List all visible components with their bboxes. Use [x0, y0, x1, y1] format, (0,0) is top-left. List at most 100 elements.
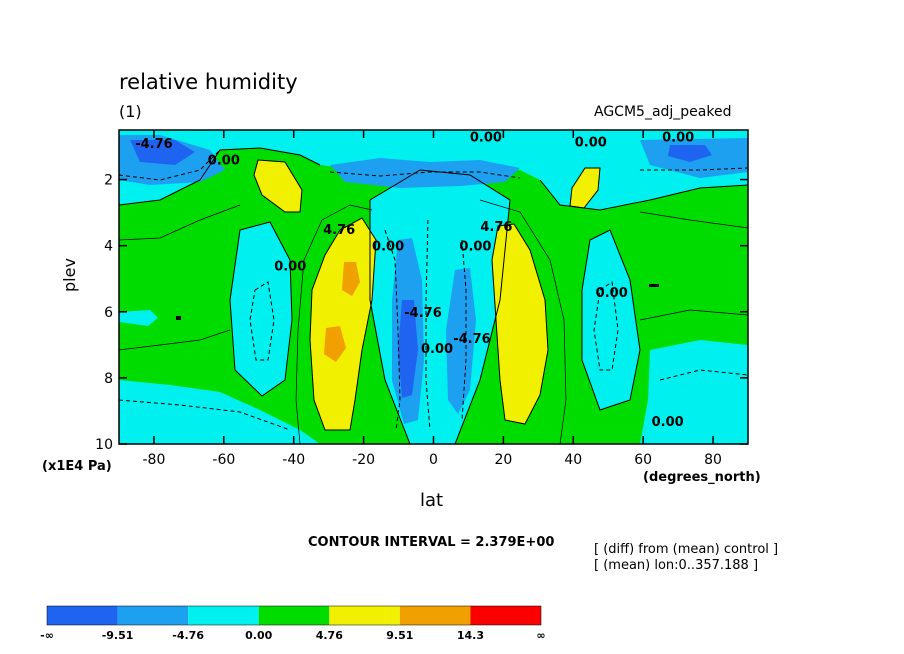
contour-dashed-center-inner [425, 219, 431, 431]
contour-yellow-right [491, 223, 549, 425]
contour-dashed-right-blob [593, 281, 619, 371]
marker-right [649, 284, 659, 287]
contour-label-text: 0.00 [372, 240, 404, 255]
contour-thin-outer-right [479, 199, 567, 444]
contour-label: 4.76 [323, 223, 355, 238]
contour-thin-bottom-left [119, 329, 231, 351]
contour-thin-left-level [119, 204, 241, 241]
field-darkblue-top-left [130, 140, 195, 165]
contour-label-text: -4.76 [453, 332, 490, 347]
contour-label: 0.00 [459, 240, 491, 255]
note-diff: [ (diff) from (mean) control ] [594, 542, 779, 557]
colorbar-swatch [258, 606, 330, 625]
colorbar-swatch [47, 606, 118, 625]
colorbar-label: -∞ [40, 629, 54, 642]
contour-thin-outer-left [295, 204, 373, 444]
contour-label: -4.76 [453, 332, 490, 347]
field-darkblue-center [398, 300, 418, 398]
contour-label-text: 0.00 [575, 136, 607, 151]
colorbar-label: -4.76 [172, 629, 204, 642]
field-orange-upper [342, 262, 360, 296]
field-yellow-right-column [492, 224, 548, 424]
contour-label-text: -4.76 [135, 137, 172, 152]
colorbar-label: -9.51 [102, 629, 134, 642]
field-darkblue-top-right [668, 145, 712, 162]
contour-label-text: 0.00 [470, 131, 502, 146]
x-tick-label: 0 [429, 452, 438, 468]
x-tick-label: -60 [212, 452, 235, 468]
contour-dashed-left-blob [249, 281, 275, 361]
x-tick-label: 80 [704, 452, 722, 468]
y-axis-unit: (x1E4 Pa) [42, 459, 112, 474]
contour-labels: 0.00 0.00 0.00-4.760.004.760.00 0.004.760.0… [135, 131, 694, 430]
x-tick-label: -80 [143, 452, 166, 468]
x-axis-label: lat [420, 490, 444, 511]
contour-label: 4.76 [480, 220, 512, 235]
x-tick-label: 40 [564, 452, 582, 468]
contour-yellow-top-right [569, 167, 601, 209]
contour-label-text: 0.00 [208, 154, 240, 169]
contour-label: 0.00 [208, 154, 240, 169]
contour-label: 0.00 [652, 415, 684, 430]
contour-zero-right-blob [581, 229, 641, 411]
y-tick-label: 8 [104, 371, 113, 387]
colorbar-frame [46, 605, 542, 626]
contour-zero-left [119, 147, 321, 206]
y-tick-label: 4 [104, 239, 113, 255]
contour-label: 0.00 [575, 136, 607, 151]
x-tick-label: 60 [634, 452, 652, 468]
colorbar-label: ∞ [536, 629, 545, 642]
note-mean: [ (mean) lon:0..357.188 ] [594, 558, 759, 573]
field-cyan-right-blob [582, 230, 640, 410]
contour-zero-left-blob [229, 221, 293, 397]
field-yellow-left-column [310, 218, 376, 430]
contour-label-text: 0.00 [421, 342, 453, 357]
contour-label-text: 0.00 [596, 286, 628, 301]
x-tick-label: -40 [282, 452, 305, 468]
x-axis-unit: (degrees_north) [643, 470, 761, 485]
contour-label: 0.00 [421, 342, 453, 357]
contour-label-text: 0.00 [274, 260, 306, 275]
contour-yellow-top-left [253, 159, 303, 213]
x-tick-label: -20 [352, 452, 375, 468]
field-blue-center-right [446, 268, 476, 414]
contour-zero-right [539, 179, 748, 211]
y-tick-label: 10 [95, 437, 113, 453]
contour-dashed-bottom-right [659, 369, 748, 381]
x-tick-label: 20 [494, 452, 512, 468]
colorbar-swatch [188, 606, 259, 625]
field-yellow-top-left [254, 160, 302, 212]
colorbar-label: 4.76 [316, 629, 343, 642]
contour-interval-text: CONTOUR INTERVAL = 2.379E+00 [308, 535, 555, 550]
colorbar-label: 14.3 [457, 629, 484, 642]
contour-label: 0.00 [372, 240, 404, 255]
field-cyan-left-blob [230, 222, 292, 396]
y-tick-label: 2 [104, 173, 113, 189]
contour-label-text: 0.00 [459, 240, 491, 255]
contour-label: 0.00 [662, 131, 694, 146]
y-tick-label: 6 [104, 305, 113, 321]
field-cyan-bottom-left [119, 380, 320, 444]
contour-dashed-center-right [461, 239, 467, 421]
contour-dashed-top [119, 149, 748, 181]
contour-label-text: 0.00 [652, 415, 684, 430]
contour-label: 0.00 [596, 286, 628, 301]
contour-label-text: -4.76 [404, 306, 441, 321]
field-blue-top-mid [330, 158, 520, 188]
dataset-label: AGCM5_adj_peaked [594, 104, 732, 120]
contour-label-text: 0.00 [662, 131, 694, 146]
contour-thin-right-level [639, 211, 748, 229]
field-yellow-top-right [570, 168, 600, 208]
contour-dashed-center-left [384, 229, 401, 431]
colorbar-label: 0.00 [245, 629, 272, 642]
contour-zero-center [369, 169, 511, 444]
chart-title: relative humidity [119, 70, 298, 94]
marker-left [176, 316, 181, 320]
contour-label-text: 4.76 [480, 220, 512, 235]
contour-label: -4.76 [135, 137, 172, 152]
colorbar-label: 9.51 [386, 629, 413, 642]
contour-label: -4.76 [404, 306, 441, 321]
colorbar-swatch [117, 606, 189, 625]
field-cyan-left-edge [119, 310, 158, 326]
